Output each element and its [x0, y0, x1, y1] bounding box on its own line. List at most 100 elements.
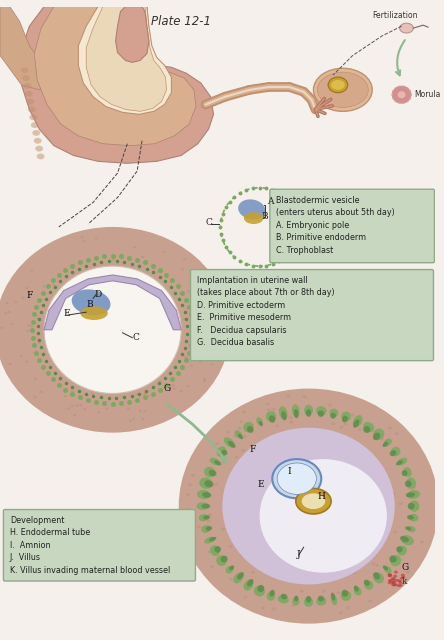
Ellipse shape [364, 580, 373, 590]
Ellipse shape [396, 561, 400, 564]
Ellipse shape [197, 490, 210, 499]
Text: Blastodermic vesicle
(enters uterus about 5th day)
A. Embryonic pole
B. Primitiv: Blastodermic vesicle (enters uterus abou… [276, 196, 395, 255]
Ellipse shape [371, 563, 375, 565]
Ellipse shape [196, 282, 199, 284]
Ellipse shape [6, 302, 8, 304]
Ellipse shape [392, 582, 396, 584]
Ellipse shape [299, 435, 303, 438]
Ellipse shape [307, 602, 311, 605]
Ellipse shape [67, 408, 70, 410]
Ellipse shape [279, 406, 288, 419]
Ellipse shape [405, 527, 411, 531]
Ellipse shape [198, 334, 201, 337]
Ellipse shape [375, 564, 379, 567]
Ellipse shape [383, 442, 388, 447]
Ellipse shape [406, 570, 410, 573]
FancyBboxPatch shape [4, 509, 195, 581]
Ellipse shape [173, 388, 175, 390]
Ellipse shape [345, 443, 349, 446]
Ellipse shape [238, 434, 243, 439]
Text: H: H [317, 492, 325, 501]
Ellipse shape [339, 611, 343, 614]
Ellipse shape [289, 420, 293, 424]
Text: G: G [163, 383, 171, 392]
Ellipse shape [407, 490, 420, 499]
Ellipse shape [416, 507, 419, 509]
Ellipse shape [269, 415, 275, 422]
Ellipse shape [405, 481, 412, 487]
Ellipse shape [237, 572, 244, 579]
Ellipse shape [187, 290, 190, 292]
Ellipse shape [21, 296, 24, 299]
Ellipse shape [391, 447, 400, 456]
Ellipse shape [135, 393, 139, 396]
Ellipse shape [395, 432, 399, 435]
Ellipse shape [57, 297, 59, 300]
Ellipse shape [407, 515, 414, 520]
Ellipse shape [380, 437, 384, 440]
Ellipse shape [315, 580, 319, 584]
Text: k: k [402, 577, 407, 586]
Ellipse shape [394, 97, 401, 102]
Ellipse shape [170, 317, 173, 319]
Ellipse shape [254, 548, 258, 551]
Text: J: J [297, 550, 301, 559]
Ellipse shape [331, 422, 335, 425]
Ellipse shape [259, 421, 263, 426]
Ellipse shape [323, 566, 327, 570]
Ellipse shape [399, 584, 403, 587]
Ellipse shape [388, 573, 392, 577]
Ellipse shape [122, 390, 125, 393]
Ellipse shape [80, 307, 108, 320]
Ellipse shape [186, 493, 190, 496]
Ellipse shape [221, 556, 228, 563]
Ellipse shape [34, 378, 37, 380]
Ellipse shape [398, 92, 405, 98]
Ellipse shape [392, 584, 396, 586]
Ellipse shape [79, 278, 82, 280]
Ellipse shape [208, 513, 212, 516]
Ellipse shape [401, 535, 414, 545]
Ellipse shape [191, 474, 195, 477]
Polygon shape [44, 275, 181, 330]
Ellipse shape [64, 395, 67, 397]
Ellipse shape [281, 411, 287, 420]
Ellipse shape [80, 236, 83, 239]
Ellipse shape [52, 284, 55, 286]
Ellipse shape [389, 556, 396, 563]
Ellipse shape [229, 565, 234, 570]
Ellipse shape [392, 580, 396, 583]
Ellipse shape [244, 212, 263, 224]
Ellipse shape [222, 428, 395, 584]
Ellipse shape [373, 488, 377, 491]
Ellipse shape [207, 550, 211, 554]
Ellipse shape [30, 269, 33, 272]
Ellipse shape [185, 509, 189, 512]
Ellipse shape [31, 331, 34, 333]
Ellipse shape [217, 446, 226, 457]
Ellipse shape [391, 583, 395, 586]
Ellipse shape [92, 383, 95, 385]
Ellipse shape [238, 200, 266, 220]
Ellipse shape [24, 83, 32, 89]
Ellipse shape [215, 442, 219, 445]
Ellipse shape [147, 372, 150, 374]
Ellipse shape [184, 356, 187, 358]
Ellipse shape [394, 87, 401, 93]
Ellipse shape [26, 330, 29, 332]
Ellipse shape [197, 502, 209, 510]
Ellipse shape [34, 138, 42, 144]
Ellipse shape [75, 404, 78, 406]
Ellipse shape [396, 460, 403, 465]
Ellipse shape [397, 458, 407, 465]
Text: E: E [258, 479, 264, 488]
Ellipse shape [350, 569, 354, 572]
Polygon shape [115, 6, 149, 62]
Ellipse shape [331, 80, 345, 90]
Ellipse shape [172, 384, 175, 387]
Ellipse shape [40, 390, 43, 393]
Ellipse shape [292, 597, 299, 605]
Ellipse shape [127, 408, 130, 410]
Ellipse shape [405, 92, 412, 98]
Ellipse shape [306, 409, 311, 417]
